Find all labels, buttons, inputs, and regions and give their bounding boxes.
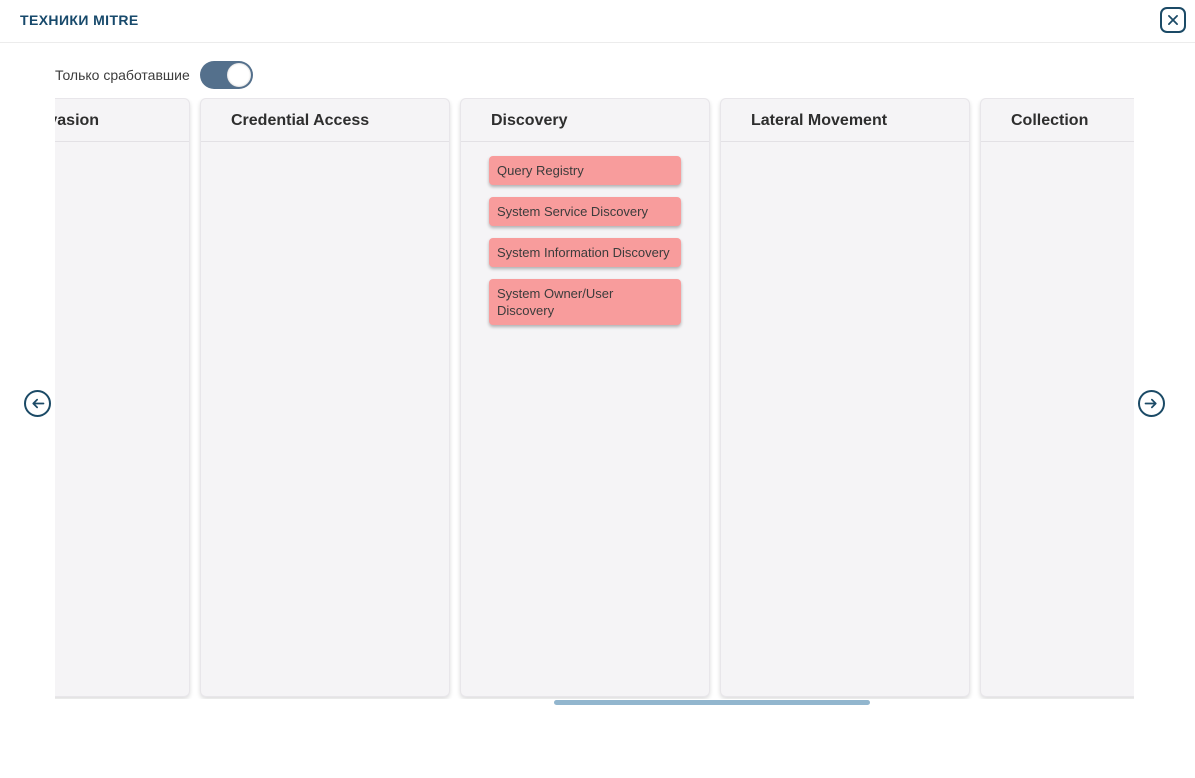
filter-row: Только сработавшие [55, 61, 253, 89]
technique-card[interactable]: System Information Discovery [489, 238, 681, 267]
tactic-column-title: Collection [981, 99, 1134, 142]
tactic-column-credential-access: Credential Access [200, 98, 450, 697]
filter-label: Только сработавшие [55, 67, 190, 83]
tactic-column-body: Query Registry System Service Discovery … [461, 142, 709, 696]
tactic-column-title: Lateral Movement [721, 99, 969, 142]
tactic-column-body [721, 142, 969, 696]
topbar: ТЕХНИКИ MITRE [0, 0, 1195, 43]
close-icon [1166, 13, 1180, 27]
tactic-column-collection: Collection [980, 98, 1134, 697]
arrow-right-icon [1143, 395, 1160, 412]
tactics-board: Defense Evasion Credential Access Discov… [55, 98, 1134, 697]
scroll-left-button[interactable] [24, 390, 51, 417]
tactic-column-defense-evasion: Defense Evasion [55, 98, 190, 697]
technique-card[interactable]: System Owner/User Discovery [489, 279, 681, 325]
tactic-column-title: Defense Evasion [55, 99, 189, 142]
tactic-column-title: Discovery [461, 99, 709, 142]
tactic-column-discovery: Discovery Query Registry System Service … [460, 98, 710, 697]
tactic-column-body [981, 142, 1134, 696]
close-button[interactable] [1160, 7, 1186, 33]
tactic-column-lateral-movement: Lateral Movement [720, 98, 970, 697]
page-title: ТЕХНИКИ MITRE [20, 12, 139, 28]
scroll-right-button[interactable] [1138, 390, 1165, 417]
technique-card[interactable]: Query Registry [489, 156, 681, 185]
only-triggered-toggle[interactable] [199, 61, 253, 89]
tactic-column-title: Credential Access [201, 99, 449, 142]
arrow-left-icon [29, 395, 46, 412]
tactic-column-body [201, 142, 449, 696]
horizontal-scrollbar-thumb[interactable] [554, 700, 870, 705]
tactic-column-body [55, 142, 189, 696]
technique-card[interactable]: System Service Discovery [489, 197, 681, 226]
toggle-knob [226, 63, 251, 87]
tactics-scroll-viewport[interactable]: Defense Evasion Credential Access Discov… [55, 98, 1134, 699]
